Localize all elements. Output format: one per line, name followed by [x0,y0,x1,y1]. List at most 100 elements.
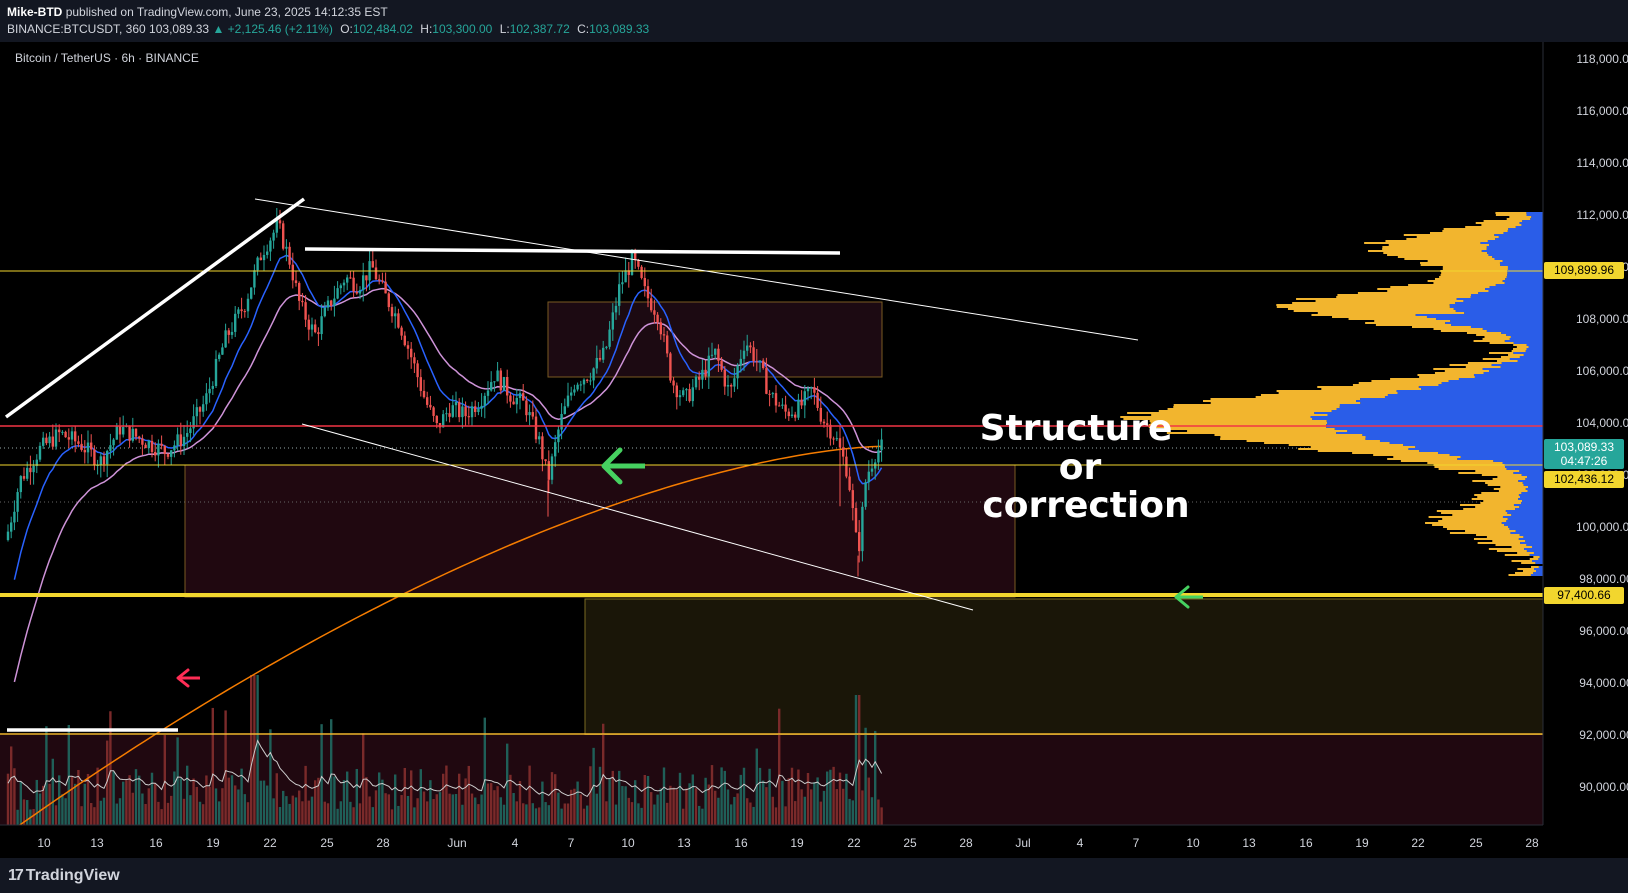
candle-body [435,415,438,424]
chart-legend: Bitcoin / TetherUS · 6h · BINANCE [15,51,199,65]
channel-bottom-line[interactable] [301,423,974,611]
resistance-line[interactable] [304,247,841,255]
time-tick-label: 10 [1186,836,1200,850]
vp-up-row [1397,392,1543,394]
channel-top-line[interactable] [254,198,1139,341]
candle-body [374,267,378,280]
time-tick-label: 16 [149,836,163,850]
candle-body [384,281,387,294]
red-arrow-icon[interactable] [176,668,200,688]
vp-up-row [1518,480,1543,482]
vp-up-row [1538,566,1543,568]
candle-body [202,404,205,412]
volume-bar [496,786,499,825]
candle-body [685,389,688,391]
time-tick-label: Jun [447,836,466,850]
candle-body [163,445,166,455]
candle-body [566,395,570,407]
volume-bar [758,767,762,825]
vp-down-row [1429,232,1504,234]
candle-body [506,377,509,396]
vp-down-row [1425,522,1502,524]
vp-down-row [1474,494,1519,496]
candle-body [803,391,806,406]
volume-bar [710,765,714,825]
green-arrow-left-icon[interactable] [601,447,645,485]
vp-down-row [1382,248,1487,250]
vp-down-row [1442,268,1508,270]
candle-body [480,405,483,409]
volume-bar [694,788,698,825]
candle-body [618,284,621,306]
price-tag[interactable]: 102,436.12 [1544,471,1624,488]
vp-down-row [1390,378,1459,380]
candle-body [10,522,13,532]
volume-bar [342,780,346,825]
vp-up-row [1515,530,1543,532]
vp-up-row [1513,504,1543,506]
green-arrow-right-icon[interactable] [1174,585,1203,609]
volume-bar [528,765,531,825]
chart-canvas[interactable]: Structure or correction Bitcoin / Tether… [0,42,1628,858]
candle-body [710,354,714,356]
publisher-name[interactable]: Mike-BTD [7,5,63,19]
vp-up-row [1403,444,1543,446]
vp-up-row [1384,396,1543,398]
candle-body [592,368,595,381]
vp-down-row [1123,418,1313,420]
volume-bar [563,803,566,825]
annotation-line-1[interactable]: Structure [980,408,1173,449]
volume-bar [102,797,106,825]
vp-down-row [1348,318,1437,320]
vp-up-row [1519,356,1543,358]
candle-body [93,449,96,466]
price-tag[interactable]: 109,899.96 [1544,262,1624,279]
volume-bar [198,801,202,825]
volume-bar [262,780,266,825]
volume-bar [147,788,150,825]
candle-body [653,310,656,315]
candle-body [611,312,614,330]
trendline-rise[interactable] [4,197,306,419]
candle-body [397,313,400,328]
volume-bar [432,799,435,825]
volume-bar [234,785,237,825]
volume-bar [842,788,845,825]
candle-body [166,454,170,457]
vp-down-row [1475,470,1520,472]
tradingview-brand[interactable]: 17 TradingView [8,867,120,885]
volume-bar [330,719,333,825]
low-label: L: [499,22,510,36]
candle-body [694,376,698,388]
vp-down-row [1120,416,1311,418]
candle-body [176,434,179,446]
time-axis[interactable] [0,825,1628,858]
volume-bar [550,772,554,825]
vp-down-row [1508,354,1524,356]
volume-bar [691,774,694,825]
volume-bar [285,796,288,825]
candle-body [262,254,266,261]
volume-bar [333,776,336,825]
annotation-line-3[interactable]: correction [982,485,1189,526]
volume-bar [621,786,624,825]
vp-up-row [1519,470,1543,472]
candle-body [352,277,355,292]
vp-up-row [1500,264,1543,266]
price-tag[interactable]: 97,400.66 [1544,587,1624,604]
price-axis[interactable] [1543,42,1628,825]
vp-down-row [1173,406,1340,408]
candle-body [454,402,458,406]
volume-bar [45,726,48,825]
volume-bar [829,769,832,825]
vp-down-row [1375,324,1452,326]
candle-body [874,462,877,469]
candle-body [675,385,678,398]
vp-up-row [1484,288,1543,290]
candle-body [346,277,349,283]
volume-bar [278,807,282,825]
candle-body [832,438,835,440]
annotation-line-2[interactable]: or [1059,447,1102,488]
volume-bar [266,785,269,825]
